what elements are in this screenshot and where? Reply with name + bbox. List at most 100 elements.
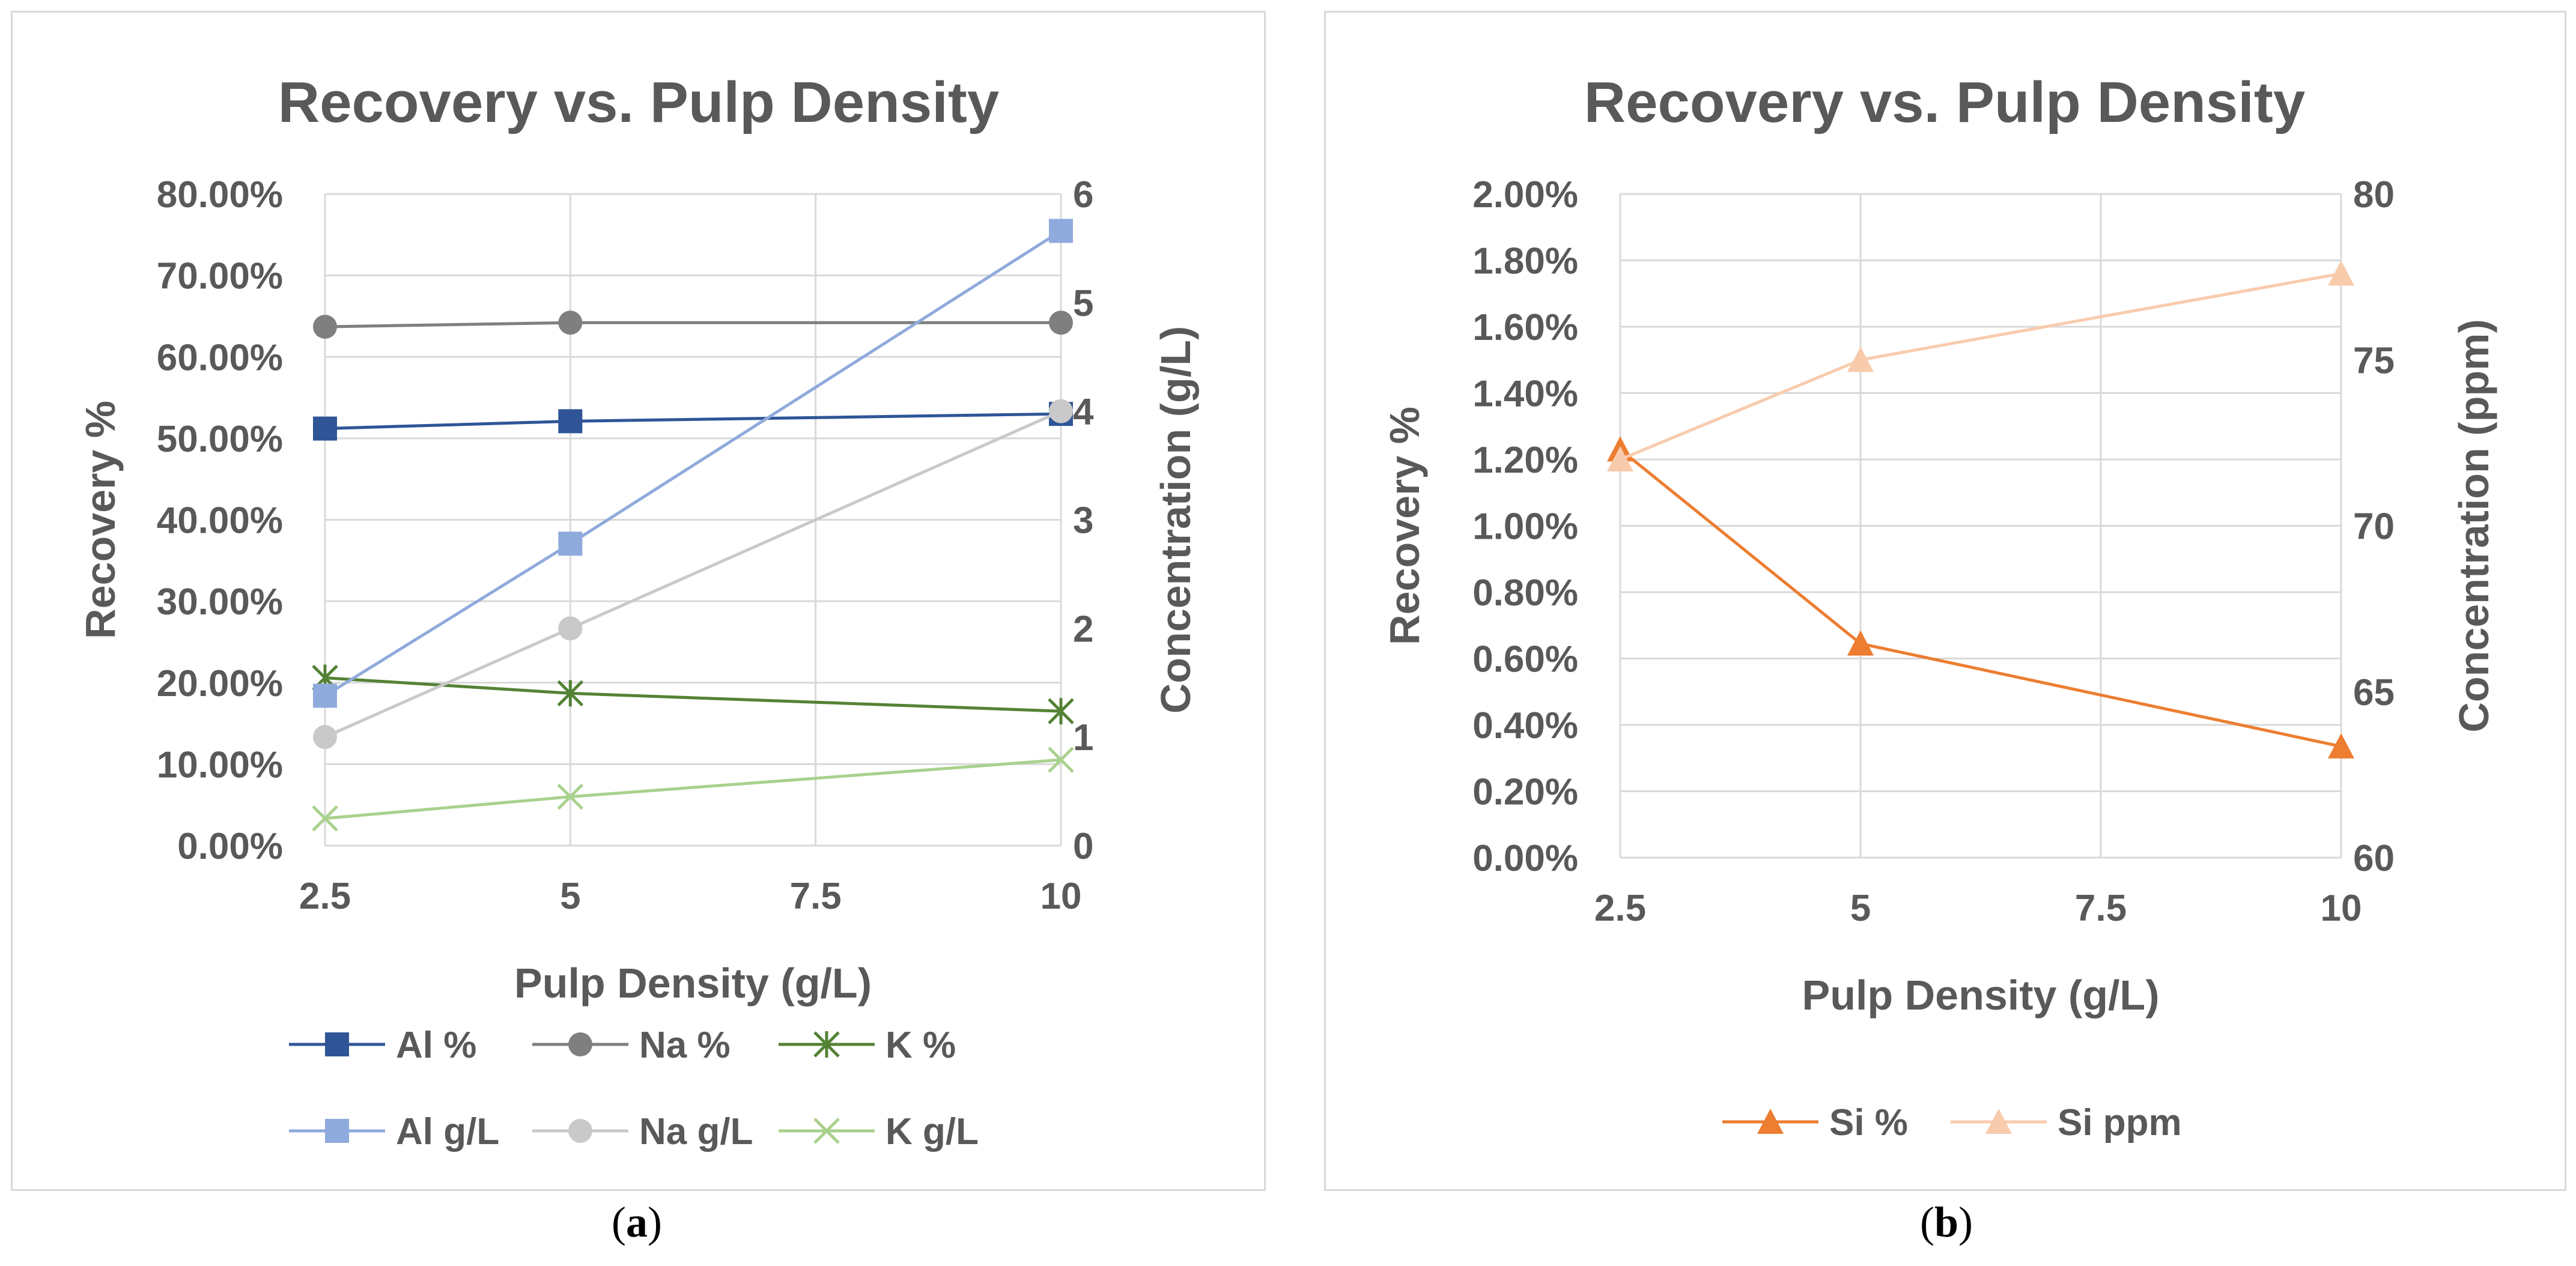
x-tick-label: 5 bbox=[1850, 888, 1871, 929]
y-tick-label: 0.00% bbox=[1472, 838, 1578, 879]
data-point bbox=[1048, 747, 1074, 773]
legend-label: Si % bbox=[1829, 1102, 1908, 1143]
data-point bbox=[313, 416, 337, 441]
chart-title: Recovery vs. Pulp Density bbox=[1584, 70, 2306, 135]
x-tick-label: 7.5 bbox=[790, 876, 842, 917]
series-line bbox=[324, 758, 1062, 820]
y-tick-label: 2.00% bbox=[1472, 174, 1578, 216]
legend-item: Na g/L bbox=[532, 1111, 753, 1152]
series-line bbox=[1620, 272, 2342, 461]
legend-marker bbox=[568, 1119, 592, 1143]
data-point bbox=[558, 532, 583, 556]
y2-tick-label: 1 bbox=[1073, 717, 1093, 759]
chart-panel-a: Recovery vs. Pulp Density 0.00% 10.00% 20.0… bbox=[11, 11, 1266, 1191]
x-axis-title: Pulp Density (g/L) bbox=[514, 960, 872, 1007]
y2-tick-label: 4 bbox=[1073, 392, 1094, 433]
legend-marker bbox=[325, 1032, 349, 1056]
data-point bbox=[312, 805, 338, 832]
series-al bbox=[313, 402, 1073, 441]
y-tick-label: 0.80% bbox=[1472, 572, 1578, 614]
y-tick-label: 1.60% bbox=[1472, 307, 1578, 348]
series-na bbox=[313, 310, 1073, 339]
legend-item: Al % bbox=[289, 1025, 476, 1066]
data-point bbox=[558, 310, 583, 335]
legend: Si % Si ppm bbox=[1722, 1102, 2182, 1143]
y2-tick-label: 6 bbox=[1073, 174, 1093, 216]
caption-letter: a bbox=[626, 1198, 648, 1246]
series-line bbox=[1619, 448, 2342, 748]
x-tick-label: 5 bbox=[560, 876, 580, 917]
chart-a: Recovery vs. Pulp Density 0.00% 10.00% 20.0… bbox=[77, 70, 1199, 1152]
y2-tick-label: 2 bbox=[1073, 608, 1093, 650]
legend-marker bbox=[813, 1118, 840, 1144]
gridlines bbox=[1619, 193, 2342, 859]
chart-panel-b: Recovery vs. Pulp Density 0.00% 0.20% 0.40%… bbox=[1324, 11, 2566, 1191]
x-tick-label: 10 bbox=[2321, 888, 2362, 929]
x-tick-label: 2.5 bbox=[1594, 888, 1646, 929]
x-tick-label: 7.5 bbox=[2075, 888, 2127, 929]
legend-label: Na % bbox=[639, 1025, 731, 1066]
y2-tick-label: 75 bbox=[2353, 340, 2395, 381]
y-tick-label: 20.00% bbox=[157, 663, 283, 704]
legend-label: Al g/L bbox=[396, 1111, 499, 1152]
y-tick-label: 1.80% bbox=[1472, 241, 1578, 282]
series-k-g-l bbox=[312, 747, 1074, 832]
data-point bbox=[2328, 260, 2354, 286]
legend-item: Si % bbox=[1722, 1102, 1908, 1143]
chart-title: Recovery vs. Pulp Density bbox=[278, 70, 1000, 135]
data-point bbox=[2328, 733, 2354, 759]
y2-tick-label: 65 bbox=[2353, 672, 2395, 713]
legend-marker bbox=[813, 1031, 840, 1058]
series-al-g-l bbox=[313, 219, 1073, 708]
data-point bbox=[1048, 698, 1074, 725]
y-tick-label: 0.60% bbox=[1472, 639, 1578, 680]
y2-tick-label: 60 bbox=[2353, 838, 2395, 879]
series-line bbox=[324, 229, 1062, 697]
data-point bbox=[1049, 399, 1073, 423]
legend-marker bbox=[568, 1032, 592, 1056]
y-tick-label: 50.00% bbox=[157, 419, 283, 460]
legend-label: Si ppm bbox=[2058, 1102, 2182, 1143]
legend-marker bbox=[325, 1119, 349, 1143]
y2-tick-label: 0 bbox=[1073, 826, 1093, 867]
y2-tick-label: 80 bbox=[2353, 174, 2395, 216]
series-na-g-l bbox=[313, 399, 1073, 750]
legend-item: K g/L bbox=[779, 1111, 979, 1152]
data-point bbox=[557, 680, 584, 707]
series-si-ppm bbox=[1607, 260, 2354, 471]
y-tick-label: 10.00% bbox=[157, 744, 283, 786]
legend-marker bbox=[1985, 1109, 2012, 1134]
caption-a: (a) bbox=[612, 1198, 662, 1246]
data-point bbox=[1607, 446, 1633, 471]
legend-item: K % bbox=[779, 1025, 956, 1066]
y-tick-label: 1.20% bbox=[1472, 440, 1578, 481]
data-point bbox=[1049, 310, 1073, 335]
legend-label: K % bbox=[886, 1025, 956, 1066]
y-tick-label: 80.00% bbox=[157, 174, 283, 216]
y2-axis-title: Concentration (ppm) bbox=[2450, 319, 2497, 732]
y2-tick-label: 70 bbox=[2353, 506, 2395, 548]
legend-item: Al g/L bbox=[289, 1111, 499, 1152]
y2-tick-label: 5 bbox=[1073, 283, 1093, 324]
data-point bbox=[558, 409, 583, 434]
legend-item: Si ppm bbox=[1951, 1102, 2182, 1143]
chart-b: Recovery vs. Pulp Density 0.00% 0.20% 0.40%… bbox=[1381, 70, 2497, 1143]
y-tick-label: 30.00% bbox=[157, 581, 283, 623]
caption-b: (b) bbox=[1919, 1198, 1973, 1246]
data-point bbox=[313, 315, 337, 339]
gridlines bbox=[324, 193, 1062, 847]
y2-tick-label: 3 bbox=[1073, 500, 1093, 542]
y-axis-title: Recovery % bbox=[1381, 407, 1428, 645]
y-tick-label: 0.40% bbox=[1472, 705, 1578, 747]
y-tick-label: 70.00% bbox=[157, 256, 283, 297]
legend: Al % Na % K % Al g/L Na g/L K g/L bbox=[289, 1025, 979, 1152]
y2-axis-title: Concentration (g/L) bbox=[1152, 326, 1199, 713]
series-line bbox=[324, 410, 1062, 739]
series-k bbox=[312, 664, 1074, 725]
x-tick-label: 2.5 bbox=[299, 876, 351, 917]
legend-item: Na % bbox=[532, 1025, 731, 1066]
y-axis-title: Recovery % bbox=[77, 401, 124, 639]
y-tick-label: 0.00% bbox=[177, 826, 283, 867]
series-line bbox=[324, 321, 1061, 329]
series-line bbox=[324, 412, 1062, 431]
